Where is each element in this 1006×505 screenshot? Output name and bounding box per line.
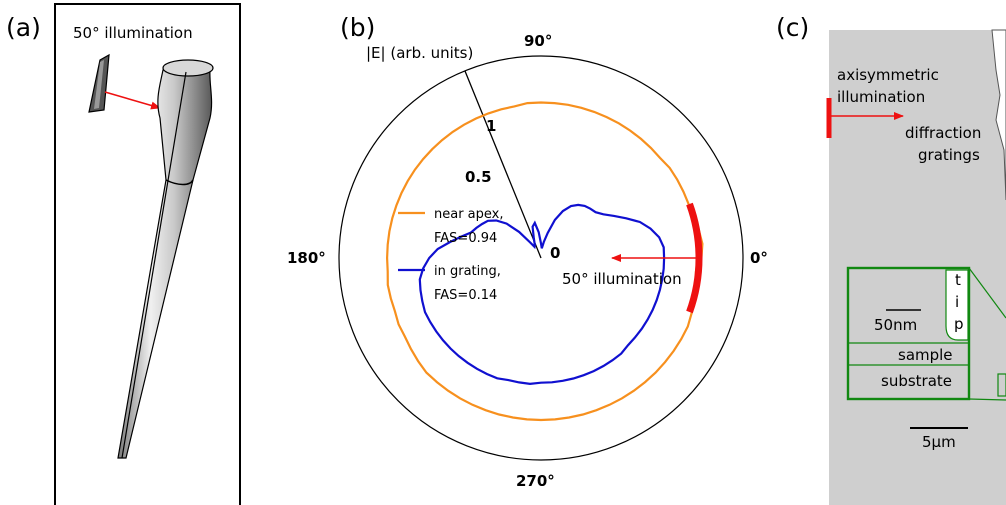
series-near-apex-curve [385, 101, 704, 422]
axisymmetric-text: axisymmetric [837, 66, 939, 84]
tip-letter-p: p [954, 315, 964, 333]
substrate-label: substrate [881, 372, 952, 390]
angle-tick-0: 0° [750, 249, 768, 267]
legend-label-grating-1: in grating, [434, 264, 501, 279]
panel-c-label: (c) [776, 13, 809, 42]
tip-body [117, 69, 213, 459]
gratings-text: gratings [918, 146, 980, 164]
angle-tick-270: 270° [516, 472, 555, 490]
panel-a-label: (a) [6, 13, 41, 42]
legend-label-grating-2: FAS=0.14 [434, 288, 497, 303]
angle-tick-90: 90° [524, 32, 552, 50]
panel-b-label: (b) [340, 13, 375, 42]
radial-tick-0-5: 0.5 [465, 168, 492, 186]
tip-ring [165, 179, 194, 186]
inset-connector-bottom [968, 398, 1006, 401]
inset-scale-label: 50nm [874, 316, 917, 334]
diffraction-text: diffraction [905, 124, 981, 142]
panel-c: (c) axisymmetric illumination diffractio… [776, 13, 1006, 505]
panel-b: (b) |E| (arb. units) 90° 180° 0° 270° 1 … [287, 13, 768, 490]
illumination-arrow-a [104, 91, 161, 110]
radial-axis [464, 70, 542, 259]
sample-label: sample [898, 346, 953, 364]
angle-tick-180: 180° [287, 249, 326, 267]
illumination-text-c: illumination [837, 88, 925, 106]
panel-a-frame [54, 3, 241, 505]
tip-letter-t: t [955, 271, 961, 289]
inset-source-region [997, 373, 1006, 397]
panel-b-illumination-text: 50° illumination [562, 270, 682, 288]
inset-tip-shape [945, 269, 969, 341]
legend-label-apex-2: FAS=0.94 [434, 231, 497, 246]
radial-tick-1: 1 [486, 117, 496, 135]
panel-a-illumination-text: 50° illumination [73, 24, 193, 42]
legend: near apex, FAS=0.94 in grating, FAS=0.14 [398, 207, 504, 303]
main-scale-label: 5μm [922, 433, 956, 451]
inset-connector-top [968, 267, 1006, 319]
polar-outer-circle [338, 55, 744, 461]
grating-piece-highlight [94, 60, 104, 109]
tip-boundary [991, 29, 1006, 201]
legend-label-apex-1: near apex, [434, 207, 504, 222]
tip-seam [121, 71, 187, 459]
series-in-grating-curve [418, 203, 666, 386]
tip-top-face [162, 59, 214, 77]
panel-a: (a) 50° illumination [6, 3, 241, 505]
inset: t i p 50nm sample substrate [846, 266, 1006, 401]
radial-axis-label: |E| (arb. units) [366, 44, 473, 62]
tip-letter-i: i [955, 293, 959, 311]
radial-tick-0: 0 [550, 244, 560, 262]
